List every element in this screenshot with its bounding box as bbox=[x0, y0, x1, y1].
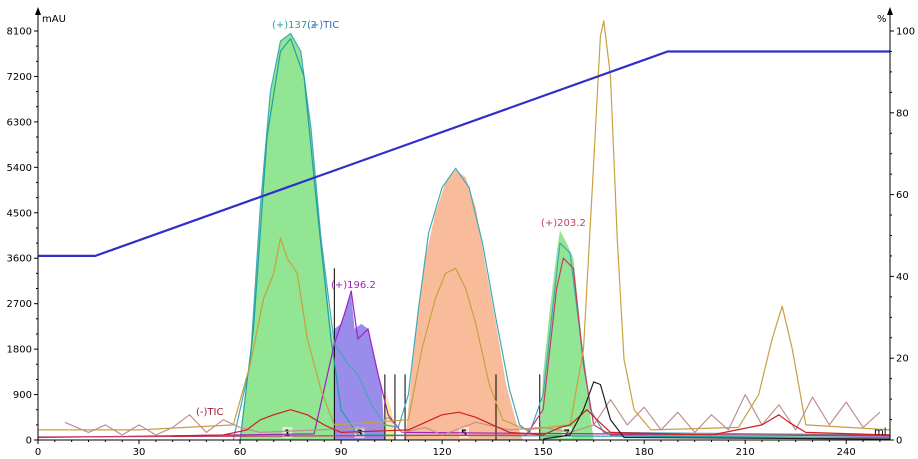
y-left-tick-label: 0 bbox=[26, 436, 32, 447]
x-tick-label: 210 bbox=[736, 447, 755, 458]
x-tick-label: 180 bbox=[635, 447, 654, 458]
series-line-6 bbox=[64, 394, 881, 436]
y-left-tick-label: 900 bbox=[13, 390, 32, 401]
y-right-tick-label: 100 bbox=[896, 27, 915, 38]
y-right-tick-label: 80 bbox=[896, 108, 909, 119]
y-left-tick-label: 1800 bbox=[7, 345, 32, 356]
fraction-number-label: 3 bbox=[356, 429, 362, 439]
x-tick-label: 240 bbox=[837, 447, 856, 458]
left-axis-arrow bbox=[35, 7, 41, 15]
peak-label-137: (+)137.2 bbox=[272, 20, 317, 31]
series-line-7 bbox=[172, 409, 891, 437]
series-line-2 bbox=[239, 37, 891, 441]
peak-label-203: (+)203.2 bbox=[541, 218, 586, 229]
y-left-unit-label: mAU bbox=[42, 14, 66, 25]
fraction-area-5 bbox=[539, 230, 594, 440]
fraction-area-3 bbox=[384, 389, 395, 440]
x-tick-label: 120 bbox=[433, 447, 452, 458]
series-line-1 bbox=[232, 32, 891, 441]
x-tick-label: 30 bbox=[133, 447, 146, 458]
axes bbox=[35, 7, 893, 441]
right-axis-arrow bbox=[887, 7, 893, 15]
y-left-tick-label: 7200 bbox=[7, 72, 32, 83]
gradient-line bbox=[38, 50, 890, 257]
peak-label-neg-tic: (-)TIC bbox=[196, 407, 223, 418]
y-right-tick-label: 40 bbox=[896, 272, 909, 283]
fraction-label-box bbox=[354, 427, 365, 438]
y-left-tick-label: 5400 bbox=[7, 163, 32, 174]
x-tick-label: 150 bbox=[534, 447, 553, 458]
series-line-4 bbox=[37, 257, 890, 438]
y-left-tick-label: 3600 bbox=[7, 254, 32, 265]
fraction-number-label: 5 bbox=[461, 429, 467, 439]
y-left-tick-label: 2700 bbox=[7, 299, 32, 310]
x-tick-label: 90 bbox=[335, 447, 348, 458]
peak-labels: (+)137.2 (+)TIC (+)196.2 (+)203.2 (-)TIC bbox=[196, 20, 586, 418]
y-right-tick-label: 60 bbox=[896, 190, 909, 201]
fraction-label-box bbox=[282, 427, 293, 438]
y-right-tick-label: 20 bbox=[896, 354, 909, 365]
x-unit-label: ml bbox=[874, 427, 887, 438]
y-left-tick-label: 4500 bbox=[7, 208, 32, 219]
series-line-5 bbox=[38, 20, 891, 431]
fraction-area-1 bbox=[240, 33, 335, 440]
y-left-tick-label: 8100 bbox=[7, 27, 32, 38]
x-tick-label: 60 bbox=[234, 447, 247, 458]
peak-label-196: (+)196.2 bbox=[331, 280, 376, 291]
y-left-tick-label: 6300 bbox=[7, 117, 32, 128]
gradient-line-group bbox=[38, 50, 890, 257]
fraction-area-2 bbox=[334, 293, 385, 440]
y-right-tick-label: 0 bbox=[896, 436, 902, 447]
fraction-area-4 bbox=[405, 169, 523, 440]
tick-marks: 0 30 60 90 120 150 180 210 240090018002700360045… bbox=[7, 27, 916, 459]
peak-label-tic: (+)TIC bbox=[307, 20, 339, 31]
x-tick-label: 0 bbox=[35, 447, 41, 458]
y-right-unit-label: % bbox=[877, 14, 887, 25]
trace-lines bbox=[37, 20, 891, 441]
series-line-8 bbox=[543, 381, 891, 440]
fraction-label-box bbox=[561, 427, 572, 438]
